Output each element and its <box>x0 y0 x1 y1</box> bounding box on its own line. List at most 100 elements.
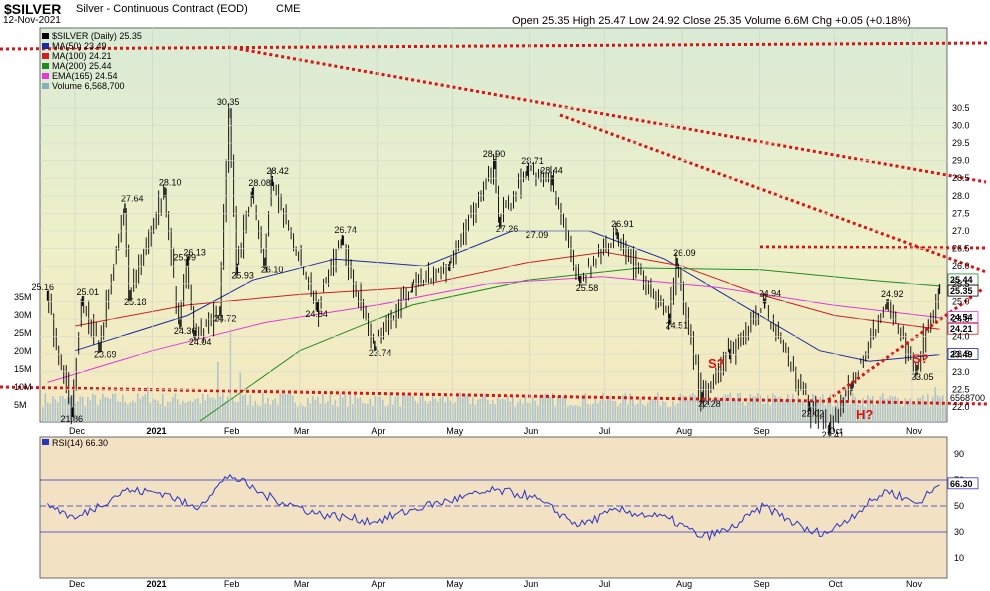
volume-bar <box>489 404 492 422</box>
rsi-legend-swatch <box>42 439 49 445</box>
volume-bar <box>859 405 862 422</box>
legend-entry: MA(200) 25.44 <box>52 61 112 71</box>
volume-bar <box>929 406 932 422</box>
volume-bar <box>734 399 737 422</box>
trend-bottom-line <box>0 385 989 406</box>
volume-bar <box>904 397 907 422</box>
volume-bar <box>332 405 334 422</box>
volume-bar <box>222 393 224 422</box>
price-label: 25.16 <box>31 282 54 292</box>
volume-bar <box>782 399 784 422</box>
price-tick-label: 26.0 <box>952 261 970 271</box>
volume-bar <box>334 399 337 422</box>
volume-bar <box>482 395 484 422</box>
volume-tick-label: 35M <box>14 292 32 302</box>
volume-bar <box>579 406 582 422</box>
volume-bar <box>139 398 142 422</box>
volume-bar <box>374 395 377 422</box>
volume-bar <box>382 399 384 422</box>
volume-bar <box>704 400 707 422</box>
volume-bar <box>187 401 189 422</box>
volume-bar <box>672 400 674 422</box>
volume-bar <box>502 398 504 422</box>
volume-bar <box>362 402 364 422</box>
volume-bar <box>44 393 47 422</box>
volume-bar <box>877 402 879 422</box>
volume-bar <box>642 404 644 422</box>
x-tick-label: May <box>446 426 464 436</box>
volume-bar <box>847 404 849 422</box>
volume-bar <box>412 395 414 422</box>
price-tick-label: 27.5 <box>952 208 970 218</box>
volume-bar <box>94 395 97 422</box>
volume-bar <box>584 393 587 422</box>
volume-bar <box>852 393 854 422</box>
price-label: 25.93 <box>231 271 254 281</box>
volume-bar <box>367 403 369 422</box>
volume-bar <box>212 397 214 422</box>
volume-bar <box>557 395 559 422</box>
volume-bar <box>662 400 664 422</box>
last-value-label: 24.21 <box>950 324 973 334</box>
volume-bar <box>102 393 104 422</box>
volume-bar <box>162 393 164 422</box>
volume-bar <box>784 400 787 422</box>
high-value: 25.47 <box>598 15 626 27</box>
volume-bar <box>454 402 457 422</box>
volume-bar <box>92 393 94 422</box>
rsi-x-tick-label: Oct <box>829 579 844 589</box>
volume-bar <box>522 403 524 422</box>
price-tick-label: 26.5 <box>952 244 970 254</box>
volume-bar <box>349 393 352 422</box>
volume-bar <box>474 404 477 422</box>
volume-bar <box>484 393 487 422</box>
price-label: 21.86 <box>60 414 83 424</box>
volume-bar <box>884 398 887 422</box>
volume-bar <box>719 397 722 422</box>
trend-rising-line <box>827 286 985 402</box>
volume-value: 6.6M <box>784 15 809 27</box>
volume-bar <box>629 393 632 422</box>
volume-bar <box>142 396 144 422</box>
volume-bar <box>849 403 852 422</box>
volume-bar <box>154 399 157 422</box>
volume-bar <box>757 393 759 422</box>
rsi-panel <box>39 436 948 579</box>
volume-bar <box>344 393 347 422</box>
volume-bar <box>419 396 422 422</box>
volume-bar <box>167 401 169 422</box>
volume-bar <box>559 398 562 422</box>
volume-bar <box>599 400 602 422</box>
price-label: 28.90 <box>483 149 506 159</box>
volume-bar <box>567 406 569 422</box>
price-tick-label: 25.5 <box>952 279 970 289</box>
price-label: 27.64 <box>121 193 144 203</box>
volume-bar <box>152 398 154 422</box>
x-tick-label: Feb <box>224 426 240 436</box>
price-label: 24.94 <box>759 289 782 299</box>
volume-bar <box>804 404 807 422</box>
pattern-annotation: H? <box>856 407 873 422</box>
legend-entry: $SILVER (Daily) 25.35 <box>52 31 142 41</box>
volume-bar <box>359 397 362 422</box>
volume-bar <box>539 395 542 422</box>
volume-bar <box>637 403 639 422</box>
volume-bar <box>159 404 162 422</box>
price-panel <box>39 27 948 423</box>
open-value: 25.35 <box>541 15 570 27</box>
volume-bar <box>307 397 309 422</box>
volume-bar <box>397 393 399 422</box>
volume-bar <box>99 399 102 422</box>
volume-bar <box>684 395 687 422</box>
volume-bar <box>284 393 287 422</box>
price-label: 24.36 <box>174 326 197 336</box>
price-label: 23.05 <box>911 372 934 382</box>
price-tick-label: 27.0 <box>952 226 970 236</box>
volume-bar <box>384 406 387 422</box>
volume-tick-label: 15M <box>14 364 32 374</box>
volume-bar <box>649 397 652 422</box>
volume-bar <box>879 396 882 422</box>
volume-bar <box>197 397 199 422</box>
volume-bar <box>147 387 149 422</box>
